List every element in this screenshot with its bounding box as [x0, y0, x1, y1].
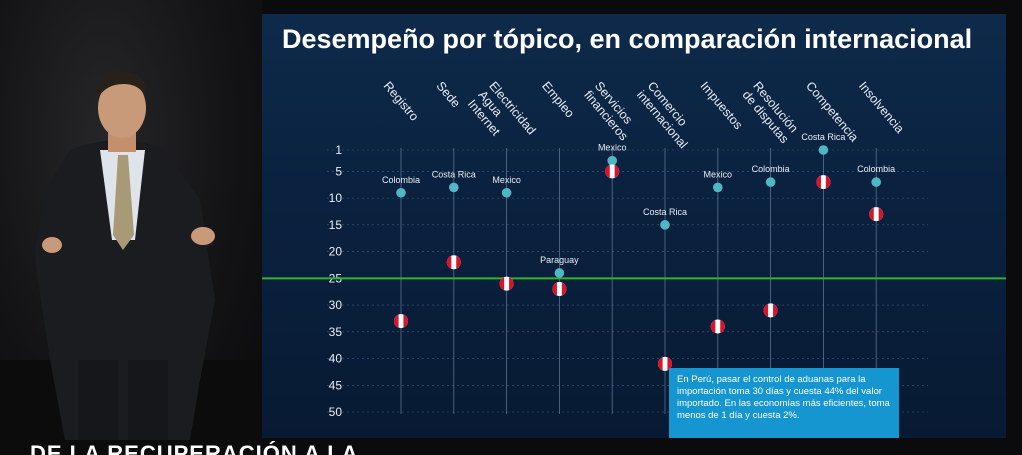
peru-flag-dot [446, 255, 461, 270]
y-tick-label: 50 [329, 405, 343, 419]
best-country-dot [871, 177, 881, 187]
peru-flag-right-red [878, 207, 884, 221]
country-label: Costa Rica [432, 169, 476, 179]
peru-flag-dot [816, 175, 831, 190]
peru-flag-dot [869, 207, 884, 222]
note-box: En Perú, pasar el control de aduanas par… [669, 368, 899, 438]
peru-flag-left-red [393, 314, 399, 328]
category-label: Sede [434, 79, 464, 110]
peru-flag-right-red [509, 277, 514, 291]
presentation-slide: Desempeño por tópico, en comparación int… [262, 14, 1006, 438]
category-label: Insolvencia [856, 79, 907, 136]
peru-flag-left-red [552, 282, 557, 296]
peru-flag-left-red [657, 357, 663, 371]
country-label: Paraguay [540, 255, 579, 265]
y-tick-label: 40 [329, 352, 343, 366]
country-label: Costa Rica [643, 207, 687, 217]
peru-flag-left-red [605, 164, 610, 178]
category-label-line: Registro [381, 79, 422, 124]
best-country-dot [607, 155, 617, 166]
stage-background [0, 0, 262, 455]
slide-title: Desempeño por tópico, en comparación int… [282, 24, 973, 54]
y-tick-label: 10 [329, 191, 343, 205]
best-country-dot [765, 177, 776, 187]
peru-flag-left-red [710, 319, 716, 334]
peru-flag-right-red [773, 303, 778, 317]
y-tick-label: 15 [329, 218, 343, 232]
country-label: Colombia [752, 164, 790, 174]
best-country-dot [396, 187, 406, 198]
country-label: Colombia [382, 175, 420, 185]
y-tick-label: 35 [329, 325, 343, 339]
peru-flag-left-red [446, 255, 452, 269]
peru-flag-left-red [499, 277, 505, 291]
category-label-line: Empleo [539, 79, 577, 121]
peru-flag-left-red [869, 207, 874, 221]
best-country-dot [554, 268, 565, 278]
peru-flag-right-red [720, 319, 725, 334]
category-label: Registro [381, 79, 422, 124]
country-label: Mexico [492, 175, 521, 185]
country-label: Mexico [704, 169, 733, 179]
peru-flag-dot [393, 314, 409, 329]
peru-flag-dot [710, 319, 725, 334]
y-tick-label: 1 [335, 143, 342, 157]
y-tick-label: 20 [329, 245, 343, 259]
peru-flag-left-red [816, 175, 821, 189]
category-label-line: Insolvencia [856, 79, 907, 136]
y-tick-label: 5 [335, 164, 342, 178]
peru-flag-dot [552, 282, 567, 297]
category-label-line: Impuestos [698, 79, 746, 132]
peru-flag-dot [605, 164, 620, 179]
country-label: Costa Rica [801, 132, 845, 142]
best-country-dot [501, 187, 512, 198]
y-tick-label: 45 [329, 378, 343, 392]
presenter-image [0, 71, 262, 455]
peru-flag-dot [499, 276, 514, 291]
best-country-dot [713, 182, 723, 193]
y-tick-label: 30 [329, 298, 343, 312]
best-country-dot [449, 182, 459, 193]
country-label: Mexico [598, 143, 627, 153]
peru-flag-right-red [403, 314, 409, 328]
peru-flag-right-red [614, 164, 620, 178]
bottom-caption: DE LA RECUPERACIÓN A LA [30, 441, 359, 455]
category-label-line: Sede [434, 79, 464, 110]
peru-flag-dot [657, 356, 673, 371]
category-label: Impuestos [698, 79, 746, 132]
peru-flag-dot [763, 303, 778, 318]
peru-flag-right-red [667, 357, 673, 371]
category-label: Empleo [539, 79, 577, 121]
country-label: Colombia [857, 164, 895, 174]
best-country-dot [660, 220, 670, 230]
peru-flag-right-red [561, 282, 567, 296]
peru-flag-right-red [825, 175, 831, 189]
peru-flag-right-red [456, 255, 461, 269]
best-country-dot [818, 145, 829, 155]
peru-flag-left-red [763, 303, 769, 317]
